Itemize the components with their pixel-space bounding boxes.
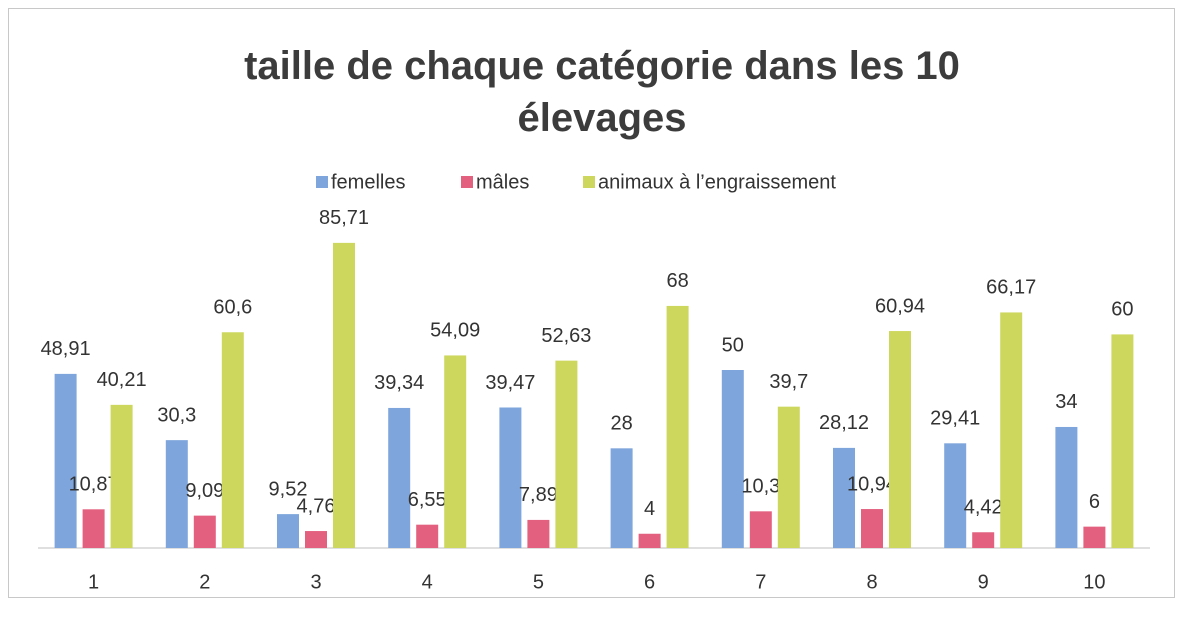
bar bbox=[610, 448, 633, 548]
legend-label: animaux à l’engraissement bbox=[598, 171, 836, 193]
data-label: 4,76 bbox=[297, 495, 336, 517]
bar bbox=[388, 407, 411, 548]
data-label: 28 bbox=[610, 413, 632, 435]
data-label: 6,55 bbox=[408, 489, 447, 511]
data-label: 9,09 bbox=[185, 480, 224, 502]
data-label: 29,41 bbox=[930, 408, 980, 430]
bar bbox=[193, 515, 216, 548]
bar bbox=[944, 443, 967, 548]
bar bbox=[416, 524, 439, 548]
legend-swatch bbox=[461, 176, 473, 188]
bar bbox=[1055, 426, 1078, 548]
data-label: 60 bbox=[1111, 299, 1133, 321]
data-label: 66,17 bbox=[986, 277, 1036, 299]
data-label: 48,91 bbox=[41, 338, 91, 360]
bar bbox=[555, 360, 578, 548]
bar bbox=[721, 370, 744, 548]
data-label: 4,42 bbox=[964, 497, 1003, 519]
x-tick-label: 6 bbox=[644, 571, 655, 593]
data-label: 10,3 bbox=[741, 476, 780, 498]
legend-label: femelles bbox=[331, 171, 405, 193]
x-tick-label: 9 bbox=[978, 571, 989, 593]
bar bbox=[305, 531, 327, 548]
data-label: 60,94 bbox=[875, 295, 925, 317]
data-label: 6 bbox=[1089, 491, 1100, 513]
chart-title: taille de chaque catégorie dans les 10 é… bbox=[244, 44, 960, 140]
data-label: 28,12 bbox=[819, 412, 869, 434]
x-tick-label: 2 bbox=[199, 571, 210, 593]
bar bbox=[54, 373, 77, 548]
bar bbox=[1111, 334, 1134, 548]
bar bbox=[110, 404, 133, 548]
x-tick-label: 7 bbox=[755, 571, 766, 593]
bar bbox=[749, 511, 772, 548]
bar bbox=[499, 407, 522, 548]
legend-swatch bbox=[583, 176, 595, 188]
bar bbox=[777, 406, 800, 548]
data-label: 10,87 bbox=[69, 474, 119, 496]
data-label: 7,89 bbox=[519, 484, 558, 506]
x-tick-label: 1 bbox=[88, 571, 99, 593]
data-label: 50 bbox=[722, 334, 744, 356]
bar bbox=[277, 514, 299, 548]
data-label: 10,94 bbox=[847, 473, 897, 495]
data-label: 39,34 bbox=[374, 372, 424, 394]
data-label: 30,3 bbox=[157, 404, 196, 426]
legend-swatch bbox=[316, 176, 328, 188]
x-tick-label: 4 bbox=[422, 571, 433, 593]
bar bbox=[833, 447, 855, 548]
bar bbox=[527, 519, 550, 548]
x-tick-label: 8 bbox=[866, 571, 877, 593]
data-label: 39,7 bbox=[769, 371, 808, 393]
bar bbox=[861, 509, 883, 548]
chart-frame bbox=[8, 8, 1175, 598]
data-label: 54,09 bbox=[430, 320, 480, 342]
x-tick-label: 10 bbox=[1083, 571, 1105, 593]
legend-label: mâles bbox=[476, 171, 529, 193]
bar bbox=[82, 509, 105, 548]
bar bbox=[638, 533, 661, 548]
bar bbox=[972, 532, 995, 548]
x-tick-label: 5 bbox=[533, 571, 544, 593]
data-label: 40,21 bbox=[97, 369, 147, 391]
bar bbox=[221, 332, 244, 548]
bar bbox=[1000, 312, 1023, 548]
bar bbox=[444, 355, 467, 548]
bar bbox=[889, 331, 911, 548]
bar bbox=[333, 242, 355, 548]
data-label: 68 bbox=[666, 270, 688, 292]
data-label: 9,52 bbox=[269, 478, 308, 500]
data-label: 60,6 bbox=[213, 297, 252, 319]
data-label: 34 bbox=[1055, 391, 1077, 413]
data-label: 4 bbox=[644, 498, 655, 520]
bar bbox=[165, 440, 188, 548]
x-tick-label: 3 bbox=[310, 571, 321, 593]
data-label: 85,71 bbox=[319, 207, 369, 229]
data-label: 52,63 bbox=[541, 325, 591, 347]
bar bbox=[666, 305, 689, 548]
data-label: 39,47 bbox=[485, 372, 535, 394]
bar bbox=[1083, 526, 1106, 548]
